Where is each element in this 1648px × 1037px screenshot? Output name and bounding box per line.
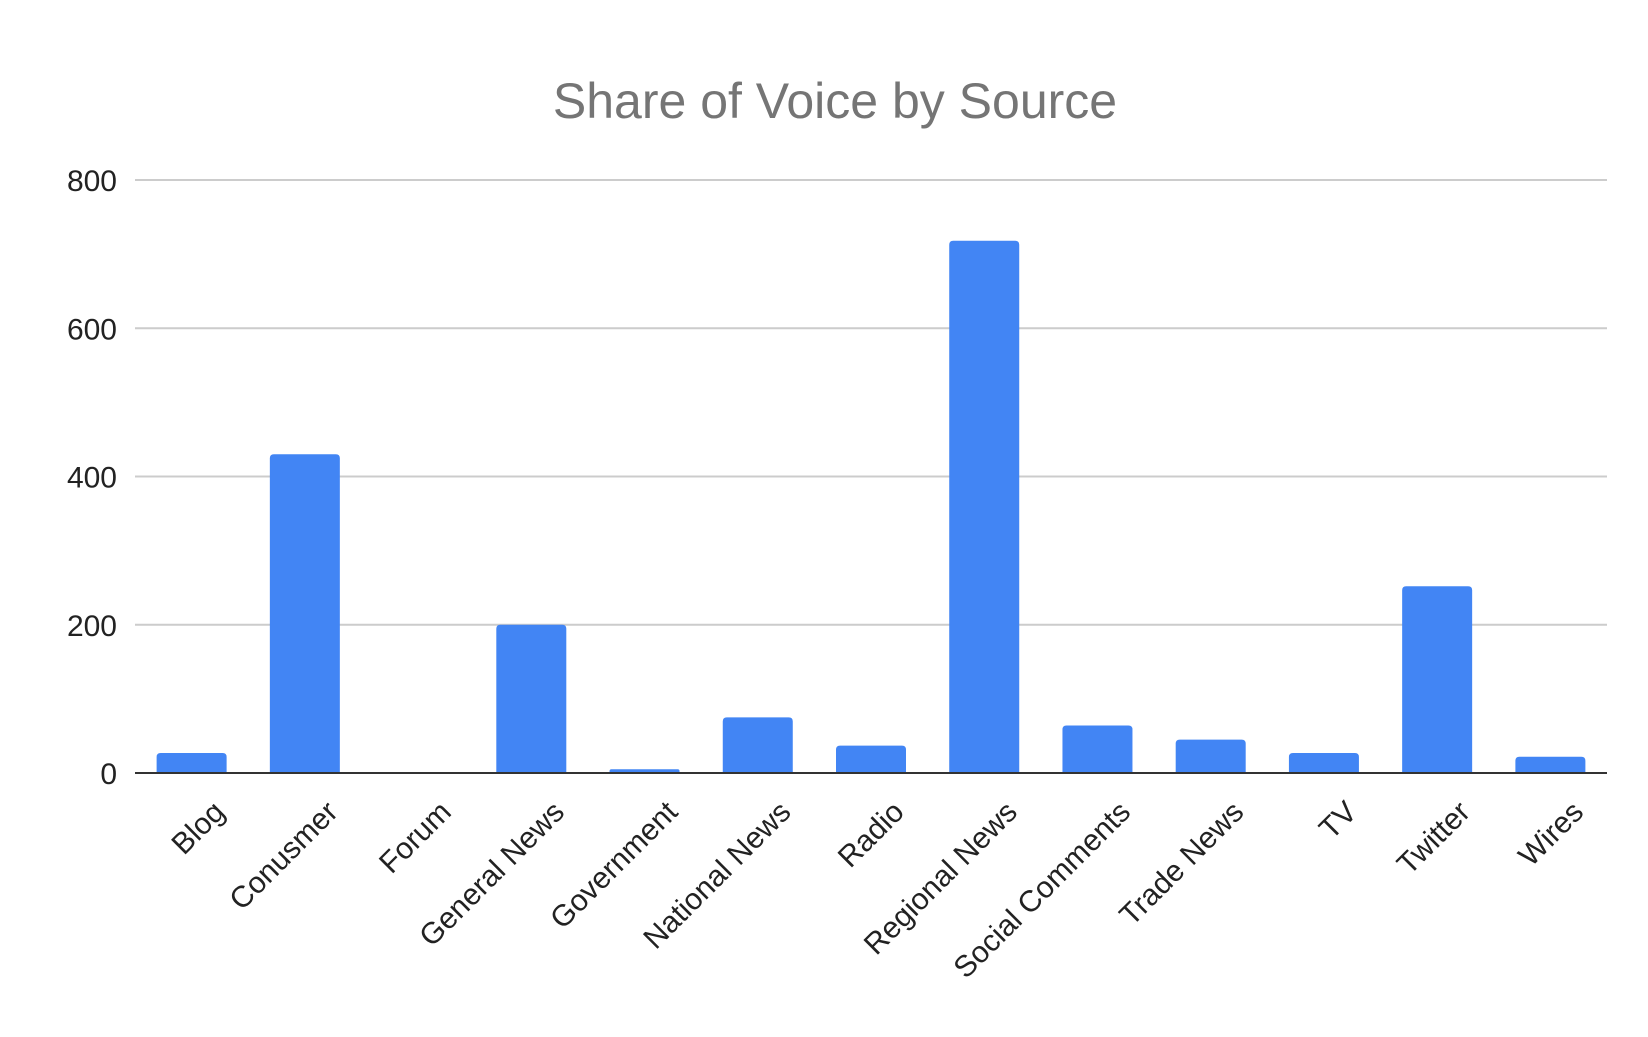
bar-regional-news bbox=[949, 240, 1020, 774]
bar-national-news bbox=[722, 717, 793, 773]
bar-trade-news bbox=[1175, 739, 1246, 773]
y-tick-label: 200 bbox=[67, 610, 117, 643]
bar-conusmer bbox=[269, 454, 340, 773]
bar-twitter bbox=[1402, 586, 1473, 773]
y-tick-label: 400 bbox=[67, 462, 117, 495]
x-tick-label: Wires bbox=[1513, 795, 1591, 873]
gridlines bbox=[135, 179, 1607, 626]
bar-tv bbox=[1288, 752, 1359, 773]
x-tick-label: Forum bbox=[373, 795, 458, 880]
chart-title: Share of Voice by Source bbox=[553, 73, 1117, 129]
x-tick-label: Conusmer bbox=[223, 795, 344, 916]
y-tick-label: 0 bbox=[100, 758, 117, 791]
y-tick-label: 800 bbox=[67, 165, 117, 198]
x-tick-label: Blog bbox=[165, 795, 231, 861]
bar-general-news bbox=[496, 624, 567, 773]
bar-blog bbox=[156, 752, 227, 773]
x-tick-label: TV bbox=[1313, 795, 1363, 845]
bars bbox=[156, 240, 1586, 774]
y-tick-label: 600 bbox=[67, 313, 117, 346]
bar-social-comments bbox=[1062, 725, 1133, 773]
y-axis: 0 200 400 600 800 bbox=[67, 165, 117, 791]
bar-wires bbox=[1515, 756, 1586, 773]
x-tick-label: Radio bbox=[832, 795, 911, 874]
x-tick-label: Twitter bbox=[1391, 795, 1477, 881]
bar-radio bbox=[836, 745, 906, 773]
